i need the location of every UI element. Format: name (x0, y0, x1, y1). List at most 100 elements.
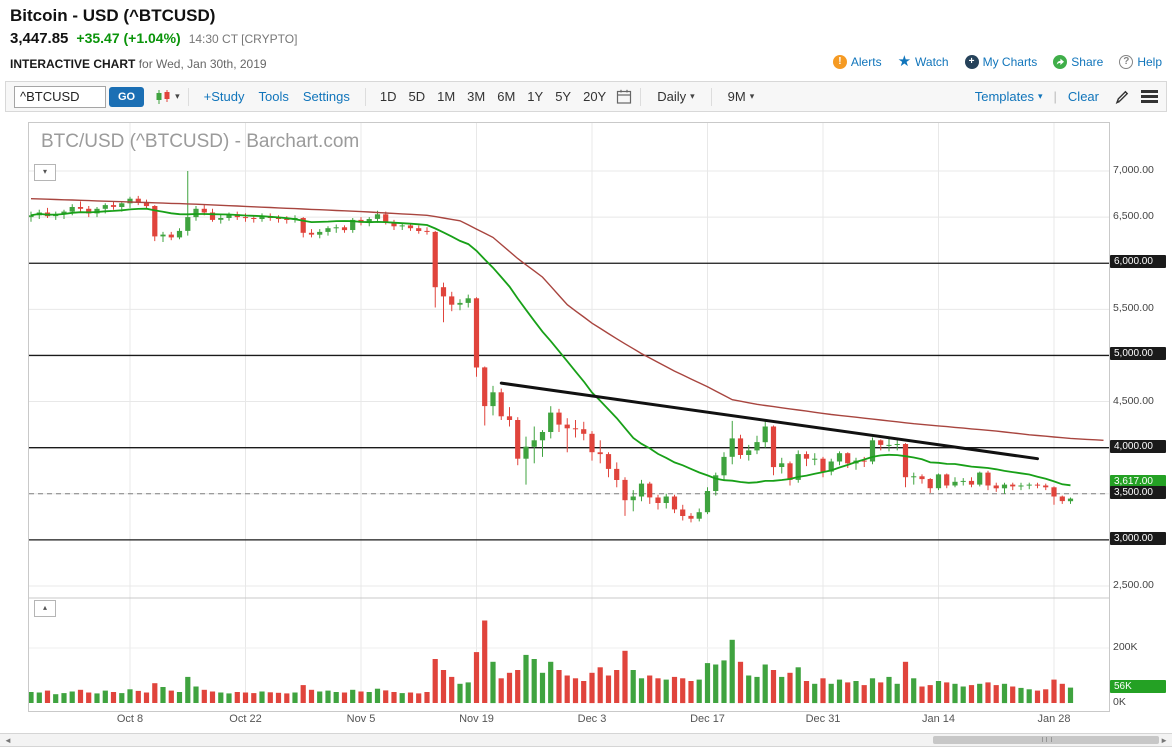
range-button-1m[interactable]: 1M (437, 89, 456, 104)
chart-subtitle: INTERACTIVE CHART for Wed, Jan 30th, 201… (10, 57, 267, 71)
quote-time: 14:30 CT [CRYPTO] (188, 32, 298, 46)
chart-toolbar: GO ▾ +Study Tools Settings 1D 5D 1M 3M 6M 1Y 5Y 2… (5, 81, 1167, 112)
range-button-20y[interactable]: 20Y (583, 89, 607, 104)
scrollbar-thumb[interactable] (933, 736, 1159, 744)
symbol-input[interactable] (14, 85, 106, 108)
hamburger-icon (1141, 90, 1158, 93)
chart-menu-button[interactable] (1141, 90, 1158, 103)
alerts-button[interactable]: ! Alerts (832, 55, 882, 69)
toolbar-divider (364, 87, 366, 106)
price-level-badge: 6,000.00 (1110, 255, 1166, 269)
price-axis-label: 4,500.00 (1113, 394, 1154, 407)
chart-plot-area[interactable]: BTC/USD (^BTCUSD) - Barchart.com ▾ ▴ (28, 122, 1110, 712)
candlestick-type-icon (156, 89, 170, 104)
price-level-badge: 5,000.00 (1110, 347, 1166, 361)
settings-button[interactable]: Settings (302, 89, 350, 104)
time-axis-label: Oct 22 (229, 713, 262, 725)
scrollbar-grip-icon (1042, 737, 1052, 742)
volume-axis-label: 0K (1113, 696, 1126, 708)
span-value: 9M (727, 89, 746, 104)
time-axis-label: Jan 28 (1037, 713, 1071, 725)
custom-date-range-button[interactable] (616, 89, 632, 104)
chevron-down-icon: ▾ (1038, 91, 1043, 101)
toolbar-divider (187, 87, 189, 106)
price-axis-label: 6,500.00 (1113, 210, 1154, 223)
range-button-1d[interactable]: 1D (379, 89, 397, 104)
tools-button[interactable]: Tools (258, 89, 289, 104)
time-axis-label: Nov 19 (459, 713, 494, 725)
span-dropdown[interactable]: 9M ▾ (728, 89, 755, 104)
toolbar-divider (710, 87, 712, 106)
range-button-5y[interactable]: 5Y (555, 89, 572, 104)
price-pane-toggle[interactable]: ▾ (34, 164, 56, 181)
chevron-down-icon: ▾ (749, 91, 755, 101)
alert-icon: ! (832, 55, 847, 69)
annotation-tool-button[interactable] (1114, 89, 1130, 105)
help-icon: ? (1119, 55, 1134, 69)
time-axis-label: Nov 5 (346, 713, 376, 725)
last-price: 3,447.85 (10, 30, 69, 47)
price-level-badge: 3,500.00 (1110, 485, 1166, 499)
watch-label: Watch (915, 55, 949, 69)
chevron-down-icon: ▾ (690, 91, 695, 101)
price-level-badge: 4,000.00 (1110, 439, 1166, 453)
volume-pane-toggle[interactable]: ▴ (34, 600, 56, 617)
clear-button[interactable]: Clear (1067, 89, 1099, 104)
star-icon: ★ (897, 53, 912, 70)
header-actions: ! Alerts ★ Watch + My Charts Share? Help (832, 53, 1162, 70)
time-axis-label: Dec 17 (690, 713, 725, 725)
range-button-6m[interactable]: 6M (497, 89, 516, 104)
quote-row: 3,447.85 +35.47 (+1.04%) 14:30 CT [CRYPT… (10, 30, 297, 47)
go-button[interactable]: GO (109, 86, 145, 107)
chart-type-button[interactable]: ▾ (154, 89, 180, 105)
watch-button[interactable]: ★ Watch (897, 53, 949, 70)
pencil-icon (1115, 90, 1129, 104)
my-charts-button[interactable]: + My Charts (964, 55, 1038, 69)
time-axis-label: Dec 31 (805, 713, 841, 725)
price-change: +35.47 (+1.04%) (76, 30, 181, 46)
share-label: Share (1071, 55, 1104, 69)
ma-value-badge: 3,617.00 (1110, 474, 1166, 488)
plus-circle-icon: + (964, 55, 979, 69)
volume-axis-label: 200K (1113, 641, 1138, 653)
templates-dropdown[interactable]: Templates ▾ (975, 89, 1043, 104)
time-axis-label: Jan 14 (921, 713, 956, 725)
share-button[interactable]: Share (1053, 55, 1103, 69)
range-buttons: 1D 5D 1M 3M 6M 1Y 5Y 20Y (374, 89, 612, 104)
frequency-value: Daily (657, 89, 687, 104)
range-button-1y[interactable]: 1Y (527, 89, 544, 104)
range-button-3m[interactable]: 3M (467, 89, 486, 104)
price-axis-label: 7,000.00 (1113, 164, 1154, 176)
page-title: Bitcoin - USD (^BTCUSD) (10, 6, 216, 25)
price-axis-label: 2,500.00 (1113, 578, 1154, 591)
interactive-chart-label: INTERACTIVE CHART (10, 57, 136, 71)
scroll-right-arrow[interactable]: ► (1160, 736, 1168, 745)
time-axis-label: Oct 8 (116, 713, 144, 725)
share-icon (1053, 55, 1068, 69)
help-label: Help (1137, 55, 1162, 69)
templates-label: Templates (974, 89, 1034, 104)
frequency-dropdown[interactable]: Daily ▾ (657, 89, 694, 104)
chart-date: for Wed, Jan 30th, 2019 (138, 57, 267, 71)
volume-value-badge: 56K (1110, 679, 1166, 693)
chart-watermark: BTC/USD (^BTCUSD) - Barchart.com (41, 131, 360, 152)
range-button-5d[interactable]: 5D (408, 89, 426, 104)
price-level-badge: 3,000.00 (1110, 531, 1166, 545)
chevron-down-icon: ▾ (175, 91, 180, 101)
calendar-icon (617, 89, 632, 104)
help-button[interactable]: ? Help (1119, 55, 1162, 69)
toolbar-divider (640, 87, 642, 106)
time-axis: Oct 8 Oct 22 Nov 5 Nov 19 Dec 3 Dec 17 Dec 31 J… (0, 712, 1172, 728)
toolbar-links: +Study Tools Settings (197, 89, 357, 104)
study-button[interactable]: +Study (203, 89, 245, 104)
price-axis: 7,000.00 6,500.00 5,500.00 4,500.00 2,500.00… (1110, 122, 1172, 726)
scroll-left-arrow[interactable]: ◄ (4, 736, 12, 745)
toolbar-divider: | (1053, 89, 1057, 104)
alerts-label: Alerts (850, 55, 882, 69)
time-axis-label: Dec 3 (577, 713, 607, 725)
my-charts-label: My Charts (982, 55, 1038, 69)
chart-canvas[interactable] (29, 123, 1109, 711)
price-axis-label: 5,500.00 (1113, 302, 1154, 315)
chart-scrollbar[interactable]: ◄ ► (0, 733, 1172, 747)
toolbar-right-group: Templates ▾ | Clear (975, 89, 1158, 105)
